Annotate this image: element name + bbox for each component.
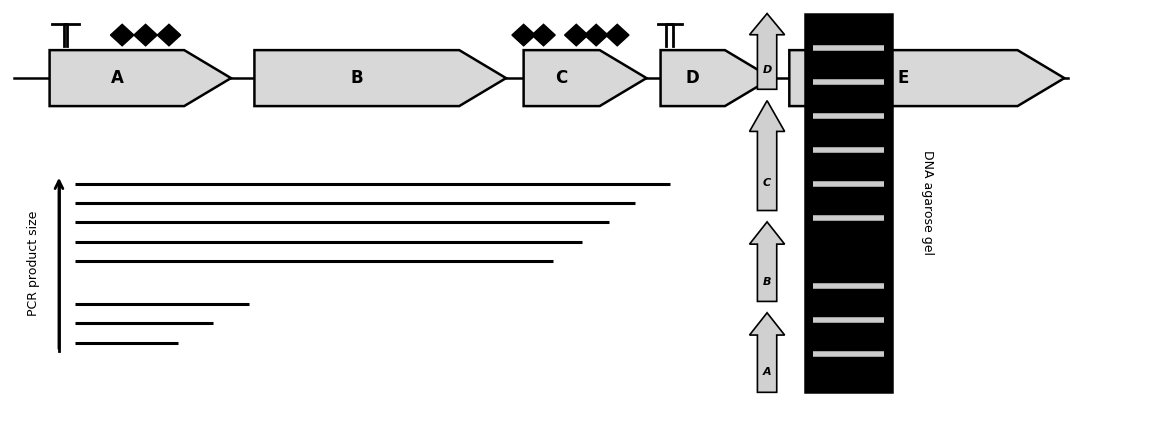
Polygon shape (749, 222, 784, 301)
Polygon shape (749, 101, 784, 211)
Polygon shape (564, 24, 588, 46)
Text: D: D (762, 65, 771, 75)
Polygon shape (789, 50, 1064, 106)
Polygon shape (254, 50, 506, 106)
Text: PCR product size: PCR product size (27, 211, 40, 316)
Text: A: A (111, 69, 123, 87)
Polygon shape (661, 50, 771, 106)
Polygon shape (749, 313, 784, 392)
Text: D: D (686, 69, 700, 87)
Text: E: E (897, 69, 909, 87)
Polygon shape (606, 24, 629, 46)
Polygon shape (49, 50, 230, 106)
Polygon shape (111, 24, 134, 46)
Text: DNA agarose gel: DNA agarose gel (921, 150, 934, 255)
Bar (804, 14, 893, 392)
Polygon shape (134, 24, 158, 46)
Text: C: C (555, 69, 568, 87)
Polygon shape (749, 14, 784, 89)
Polygon shape (523, 50, 647, 106)
Polygon shape (512, 24, 535, 46)
Polygon shape (532, 24, 555, 46)
Text: B: B (350, 69, 363, 87)
Text: B: B (763, 276, 771, 286)
Polygon shape (584, 24, 608, 46)
Text: A: A (763, 368, 771, 378)
Text: C: C (763, 178, 771, 188)
Polygon shape (158, 24, 181, 46)
